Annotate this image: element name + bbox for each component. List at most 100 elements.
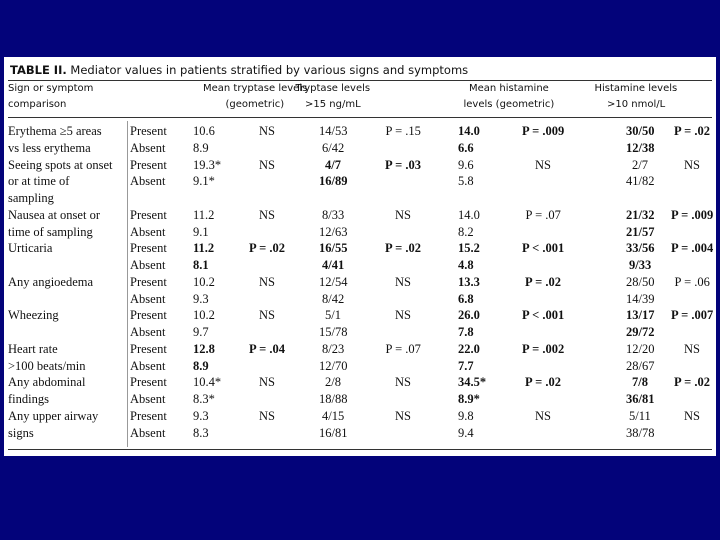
table-cell: 12/70	[319, 358, 348, 373]
table-cell: 4.8	[458, 258, 474, 272]
table-cell: 21/57	[626, 224, 655, 239]
group-label: Absent	[130, 325, 166, 339]
column-header: Mean histamine	[469, 83, 549, 94]
table-cell: 15.2	[458, 241, 480, 256]
table-cell: 7.8	[458, 325, 474, 339]
table-cell: P = .02	[249, 241, 285, 256]
table-cell: P = .009	[671, 207, 714, 222]
table-cell: P < .001	[522, 308, 565, 323]
table-cell: NS	[535, 408, 551, 423]
group-label: Absent	[130, 358, 166, 373]
table-cell: NS	[259, 408, 275, 423]
table-cell: P = .02	[525, 274, 561, 289]
group-label: Absent	[130, 258, 166, 272]
group-label: Absent	[130, 224, 166, 239]
row-label: Seeing spots at onset	[8, 157, 113, 172]
table-cell: NS	[395, 274, 411, 289]
table-cell: 5.8	[458, 174, 474, 189]
table-cell: P = .07	[525, 207, 561, 222]
row-label: Heart rate	[8, 341, 58, 356]
table-cell: 22.0	[458, 341, 480, 356]
row-label: Wheezing	[8, 308, 59, 323]
group-label: Absent	[130, 291, 166, 306]
table-cell: 34.5*	[458, 375, 487, 390]
table-cell: 9.1*	[193, 174, 215, 189]
table-label: TABLE II.	[10, 63, 67, 77]
table-cell: 9.3	[193, 408, 209, 423]
row-label: Any upper airway	[8, 408, 99, 423]
group-label: Present	[130, 341, 167, 356]
group-label: Absent	[130, 392, 166, 406]
table-cell: 8.9	[193, 140, 209, 155]
table-cell: 16/55	[319, 241, 348, 256]
table-cell: P = .03	[385, 157, 421, 172]
table-cell: 4/41	[322, 258, 345, 272]
table-cell: 11.2	[193, 241, 215, 256]
group-label: Present	[130, 124, 167, 138]
table-title: TABLE II. Mediator values in patients st…	[10, 63, 468, 77]
table-cell: P = .02	[385, 241, 421, 256]
table-cell: 29/72	[626, 325, 655, 339]
table-cell: 14.0	[458, 207, 480, 222]
table-cell: P = .007	[671, 308, 714, 323]
table-cell: 4/15	[322, 408, 345, 423]
table-cell: 10.6	[193, 124, 215, 138]
table-cell: 8/23	[322, 341, 345, 356]
column-header: levels (geometric)	[463, 99, 555, 110]
table-cell: 8.9*	[458, 392, 480, 406]
group-label: Present	[130, 408, 167, 423]
table-cell: 8/42	[322, 291, 345, 306]
row-label: vs less erythema	[8, 140, 91, 155]
table-cell: NS	[684, 408, 700, 423]
table-cell: 14/53	[319, 124, 348, 138]
row-label: Erythema ≥5 areas	[8, 124, 102, 138]
table-cell: P = .004	[671, 241, 714, 256]
table-cell: NS	[684, 341, 700, 356]
table-cell: P = .009	[522, 124, 565, 138]
table-cell: 6/42	[322, 140, 345, 155]
table-cell: 41/82	[626, 174, 655, 189]
table-cell: NS	[259, 308, 275, 323]
table-cell: 5/11	[629, 408, 651, 423]
table-cell: 30/50	[626, 124, 655, 138]
table-cell: 9.8	[458, 408, 474, 423]
table-cell: 8.2	[458, 224, 474, 239]
column-header: >10 nmol/L	[607, 99, 666, 110]
table-cell: P = .06	[674, 274, 710, 289]
table-caption: Mediator values in patients stratified b…	[70, 63, 469, 77]
table-cell: NS	[395, 375, 411, 390]
row-label: Any abdominal	[8, 375, 86, 390]
table-cell: 9.6	[458, 157, 474, 172]
column-divider	[127, 121, 128, 447]
row-label: Urticaria	[8, 241, 53, 256]
table-cell: 13.3	[458, 274, 480, 289]
rule	[8, 117, 712, 118]
table-cell: 8.9	[193, 358, 209, 373]
table-cell: 9.3	[193, 291, 209, 306]
table-cell: 9.1	[193, 224, 209, 239]
table-cell: 9.7	[193, 325, 209, 339]
table-cell: 11.2	[193, 207, 215, 222]
table-cell: 36/81	[626, 392, 655, 406]
table-cell: 12.8	[193, 341, 215, 356]
column-header: Histamine levels	[594, 83, 678, 94]
table-cell: P = .07	[385, 341, 421, 356]
table-cell: 21/32	[626, 207, 655, 222]
table-cell: 16/81	[319, 425, 348, 440]
row-label: signs	[8, 425, 34, 440]
table-cell: 12/20	[626, 341, 655, 356]
table-cell: P = .02	[674, 124, 710, 138]
table-cell: 16/89	[319, 174, 348, 189]
table-cell: 18/88	[319, 392, 348, 406]
table-cell: NS	[395, 308, 411, 323]
row-label: >100 beats/min	[8, 358, 86, 373]
table-cell: P = .002	[522, 341, 565, 356]
group-label: Present	[130, 274, 167, 289]
column-header: Mean tryptase levels	[203, 83, 308, 94]
table-cell: 7.7	[458, 358, 474, 373]
group-label: Present	[130, 207, 167, 222]
table-cell: 12/63	[319, 224, 348, 239]
table-cell: 15/78	[319, 325, 348, 339]
table-cell: NS	[259, 375, 275, 390]
column-header: comparison	[8, 99, 67, 110]
